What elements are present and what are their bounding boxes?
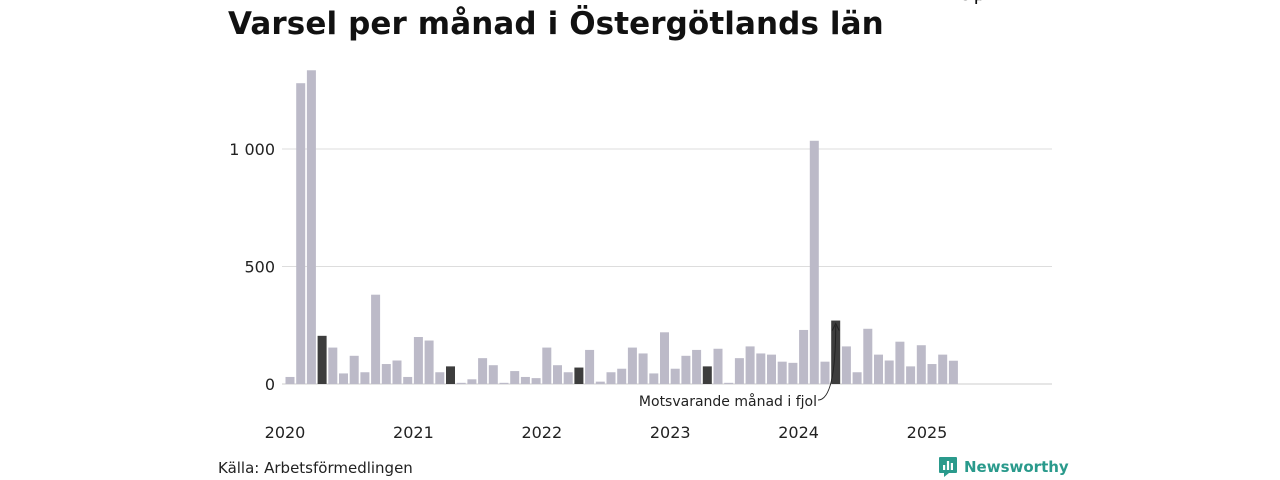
bar (435, 372, 445, 384)
previous-year-arrow (817, 325, 837, 401)
bar-same-month (317, 335, 327, 384)
bar (306, 70, 316, 385)
bar (478, 358, 488, 384)
bar (809, 140, 819, 384)
bar (510, 371, 520, 384)
bar (371, 294, 381, 384)
bar (328, 347, 338, 384)
current-month-value: 99 (961, 0, 985, 5)
x-tick-label: 2021 (393, 423, 434, 442)
bar (734, 358, 744, 384)
bar (585, 349, 595, 384)
bar (563, 372, 573, 384)
x-tick-label: 2024 (778, 423, 819, 442)
bar (499, 382, 509, 384)
previous-year-arrowhead (831, 322, 840, 331)
y-tick-label: 500 (244, 258, 275, 277)
previous-year-note: Motsvarande månad i fjol (639, 393, 817, 410)
bar (756, 353, 766, 384)
y-tick-label: 0 (265, 375, 275, 394)
bar (285, 376, 295, 384)
bar (456, 382, 466, 384)
source-note: Källa: Arbetsförmedlingen (218, 459, 413, 477)
bar (531, 378, 541, 384)
chart-title: Varsel per månad i Östergötlands län (228, 6, 884, 42)
bar (392, 360, 402, 384)
bar (360, 372, 370, 384)
newsworthy-logo-icon (939, 457, 957, 477)
bar-same-month (446, 366, 455, 384)
bar (799, 329, 809, 384)
bar (381, 364, 391, 384)
brand-name: Newsworthy (964, 458, 1069, 476)
bar (649, 373, 659, 384)
x-tick-label: 2020 (265, 423, 306, 442)
bar-same-month (574, 367, 584, 384)
bar-same-month (702, 366, 712, 384)
bar (777, 361, 787, 384)
bar (660, 332, 669, 384)
bar (724, 382, 734, 384)
bar (948, 360, 958, 384)
bar (745, 346, 755, 384)
bar (852, 372, 862, 384)
bar (713, 348, 723, 384)
bar (767, 354, 776, 384)
x-tick-label: 2022 (521, 423, 562, 442)
y-tick-label: 1 000 (229, 140, 275, 159)
bar (788, 362, 798, 384)
bar (884, 360, 894, 384)
bar (349, 355, 359, 384)
bar (424, 340, 434, 384)
bar (820, 361, 830, 384)
bar (938, 354, 948, 384)
bar (606, 372, 616, 384)
bar (638, 353, 648, 384)
brand-logo: Newsworthy (938, 456, 1069, 478)
bar (339, 373, 348, 384)
bar (542, 347, 552, 384)
bar (413, 337, 423, 384)
bar (670, 368, 680, 384)
bar (595, 381, 605, 384)
x-tick-label: 2025 (907, 423, 948, 442)
bar (627, 347, 637, 384)
bar (488, 365, 498, 384)
bar (403, 376, 413, 384)
bar (916, 345, 926, 384)
bar-same-month (831, 320, 841, 384)
bar (520, 376, 530, 384)
bar (296, 83, 306, 384)
bar (467, 379, 477, 384)
bar (617, 368, 627, 384)
current-month-label: April (961, 0, 1004, 5)
bar (681, 355, 691, 384)
bar (841, 346, 851, 384)
bar (874, 354, 883, 384)
bar (863, 328, 873, 384)
bar (895, 341, 905, 384)
bar (927, 364, 937, 384)
bar (553, 365, 562, 384)
bar (906, 366, 916, 384)
bar (692, 349, 702, 384)
x-tick-label: 2023 (650, 423, 691, 442)
